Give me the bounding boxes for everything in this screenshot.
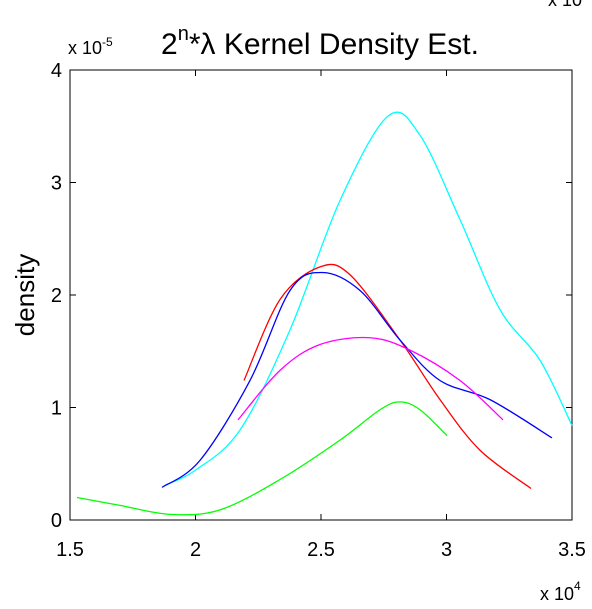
- x-multiplier: x 104: [540, 579, 581, 604]
- y-tick-label: 4: [51, 60, 62, 82]
- y-tick-label: 3: [51, 173, 62, 195]
- y-tick-label: 2: [51, 285, 62, 307]
- title-base: 2: [161, 28, 178, 61]
- x-multiplier-exp: 4: [574, 579, 581, 593]
- corner-note: x 10: [548, 0, 582, 10]
- density-curve: [76, 401, 448, 516]
- y-multiplier: x 10-5: [68, 35, 113, 58]
- y-tick-label: 0: [51, 510, 62, 532]
- chart-title: 2n*λ Kernel Density Est.: [161, 23, 479, 61]
- y-axis-label: density: [10, 254, 40, 336]
- x-tick-label: 3.5: [558, 539, 586, 561]
- x-tick-label: 2: [190, 539, 201, 561]
- x-tick-label: 1.5: [56, 539, 84, 561]
- title-rest: *λ Kernel Density Est.: [189, 28, 479, 61]
- x-tick-label: 3: [441, 539, 452, 561]
- density-curve: [237, 336, 504, 421]
- x-multiplier-base: x 10: [540, 584, 574, 604]
- y-multiplier-exp: -5: [102, 35, 113, 49]
- title-sup: n: [178, 23, 189, 45]
- y-multiplier-base: x 10: [68, 38, 102, 58]
- density-curve: [164, 111, 573, 486]
- density-curve: [243, 263, 532, 490]
- x-tick-label: 2.5: [307, 539, 335, 561]
- density-curve: [161, 271, 553, 488]
- y-tick-label: 1: [51, 398, 62, 420]
